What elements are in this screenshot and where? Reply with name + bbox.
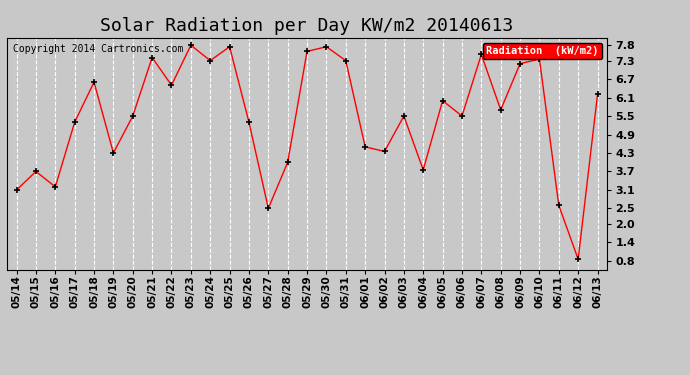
Title: Solar Radiation per Day KW/m2 20140613: Solar Radiation per Day KW/m2 20140613 [101, 16, 513, 34]
Legend: Radiation  (kW/m2): Radiation (kW/m2) [483, 43, 602, 59]
Text: Copyright 2014 Cartronics.com: Copyright 2014 Cartronics.com [13, 45, 184, 54]
